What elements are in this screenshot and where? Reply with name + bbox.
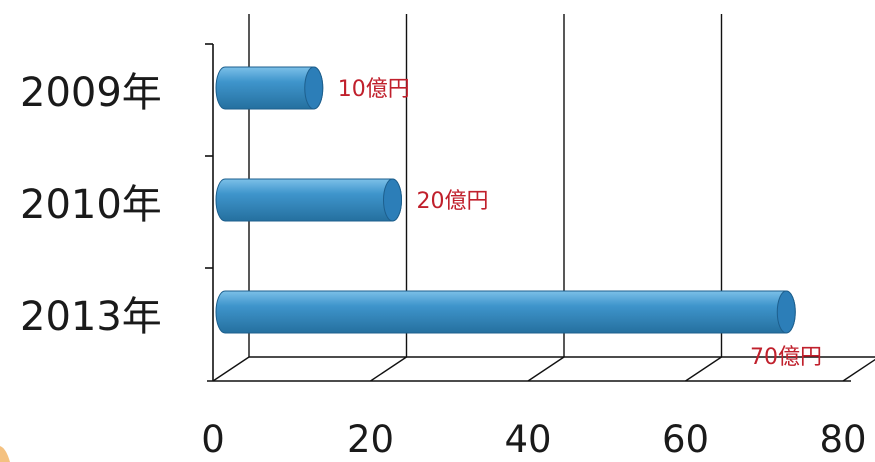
bar-cap — [304, 66, 324, 110]
category-label-0: 2009年 — [20, 70, 162, 116]
bar-body — [215, 178, 402, 222]
floor-gridline-80 — [842, 358, 875, 382]
floor-gridline-0 — [212, 356, 250, 382]
bar-body — [215, 290, 796, 334]
bar-2010年 — [215, 178, 402, 222]
x-tick-label-0: 0 — [201, 418, 225, 461]
labels-layer: 0 20 40 60 80 2009年 10億円 2010年 20億円 2013年 70億円 — [20, 70, 867, 461]
corner-decoration — [0, 446, 10, 462]
floor-gridline-20 — [370, 356, 407, 382]
bar-2013年 — [215, 290, 796, 334]
category-label-1: 2010年 — [20, 182, 162, 228]
data-label-2: 70億円 — [750, 345, 822, 370]
x-tick-label-20: 20 — [347, 418, 394, 461]
x-tick-label-40: 40 — [504, 418, 551, 461]
category-label-2: 2013年 — [20, 294, 162, 340]
bar-cap — [776, 290, 796, 334]
floor-gridline-40 — [527, 356, 565, 382]
data-label-1: 20億円 — [417, 189, 489, 214]
bar-2009年 — [215, 66, 324, 110]
x-tick-label-80: 80 — [819, 418, 866, 461]
floor-gridline-60 — [685, 356, 722, 382]
x-tick-label-60: 60 — [662, 418, 709, 461]
data-label-0: 10億円 — [338, 77, 410, 102]
bars-layer — [215, 66, 796, 334]
bar-cap — [383, 178, 402, 222]
